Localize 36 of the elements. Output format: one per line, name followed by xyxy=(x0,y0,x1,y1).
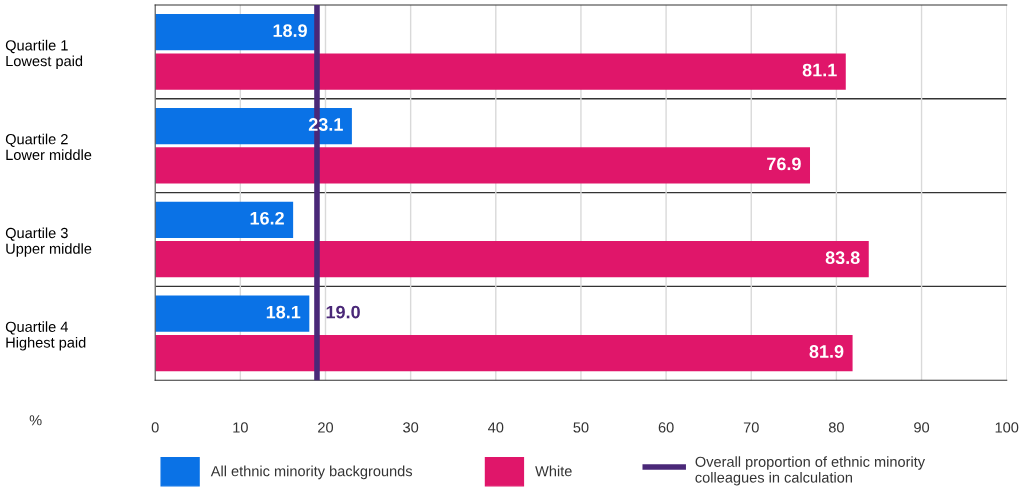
data-label: 18.1 xyxy=(266,305,301,319)
data-label: 81.9 xyxy=(809,345,844,358)
bar xyxy=(155,147,811,184)
legend-label: All ethnic minority backgrounds xyxy=(210,465,413,480)
bar xyxy=(155,334,853,372)
x-tick-label: 100 xyxy=(995,422,1019,433)
x-tick-label: 0 xyxy=(151,422,159,433)
x-tick-label: 40 xyxy=(488,422,504,433)
y-tick-label: Quartile 3 Upper middle xyxy=(5,227,92,257)
x-tick-label: 20 xyxy=(318,422,334,433)
x-tick-label: 10 xyxy=(233,422,248,433)
annotation: 19.0 xyxy=(326,305,360,319)
x-axis-title: % xyxy=(29,415,42,426)
x-tick-label: 60 xyxy=(658,422,674,433)
data-label: 18.9 xyxy=(273,24,307,38)
x-tick-label: 80 xyxy=(828,422,844,433)
y-tick-label: Quartile 1 Lowest paid xyxy=(5,39,83,70)
x-tick-label: 90 xyxy=(914,422,930,433)
bar xyxy=(155,295,310,332)
legend-label: White xyxy=(535,465,572,477)
bar xyxy=(155,201,294,238)
data-label: 81.1 xyxy=(802,63,837,77)
data-label: 16.2 xyxy=(250,211,284,225)
bar xyxy=(155,107,352,145)
y-tick-label: Quartile 2 Lower middle xyxy=(5,133,92,161)
bar xyxy=(155,53,846,90)
x-tick-label: 30 xyxy=(403,422,419,433)
data-label: 76.9 xyxy=(767,157,801,171)
y-tick-label: Quartile 4 Highest paid xyxy=(5,321,86,351)
x-tick-label: 50 xyxy=(573,422,589,433)
x-tick-label: 70 xyxy=(743,422,759,433)
data-label: 23.1 xyxy=(308,118,343,131)
bar xyxy=(155,14,317,51)
data-label: 83.8 xyxy=(825,251,860,265)
legend-label: Overall proportion of ethnic minority colleagues in calculation xyxy=(695,456,926,486)
bar xyxy=(155,241,869,278)
